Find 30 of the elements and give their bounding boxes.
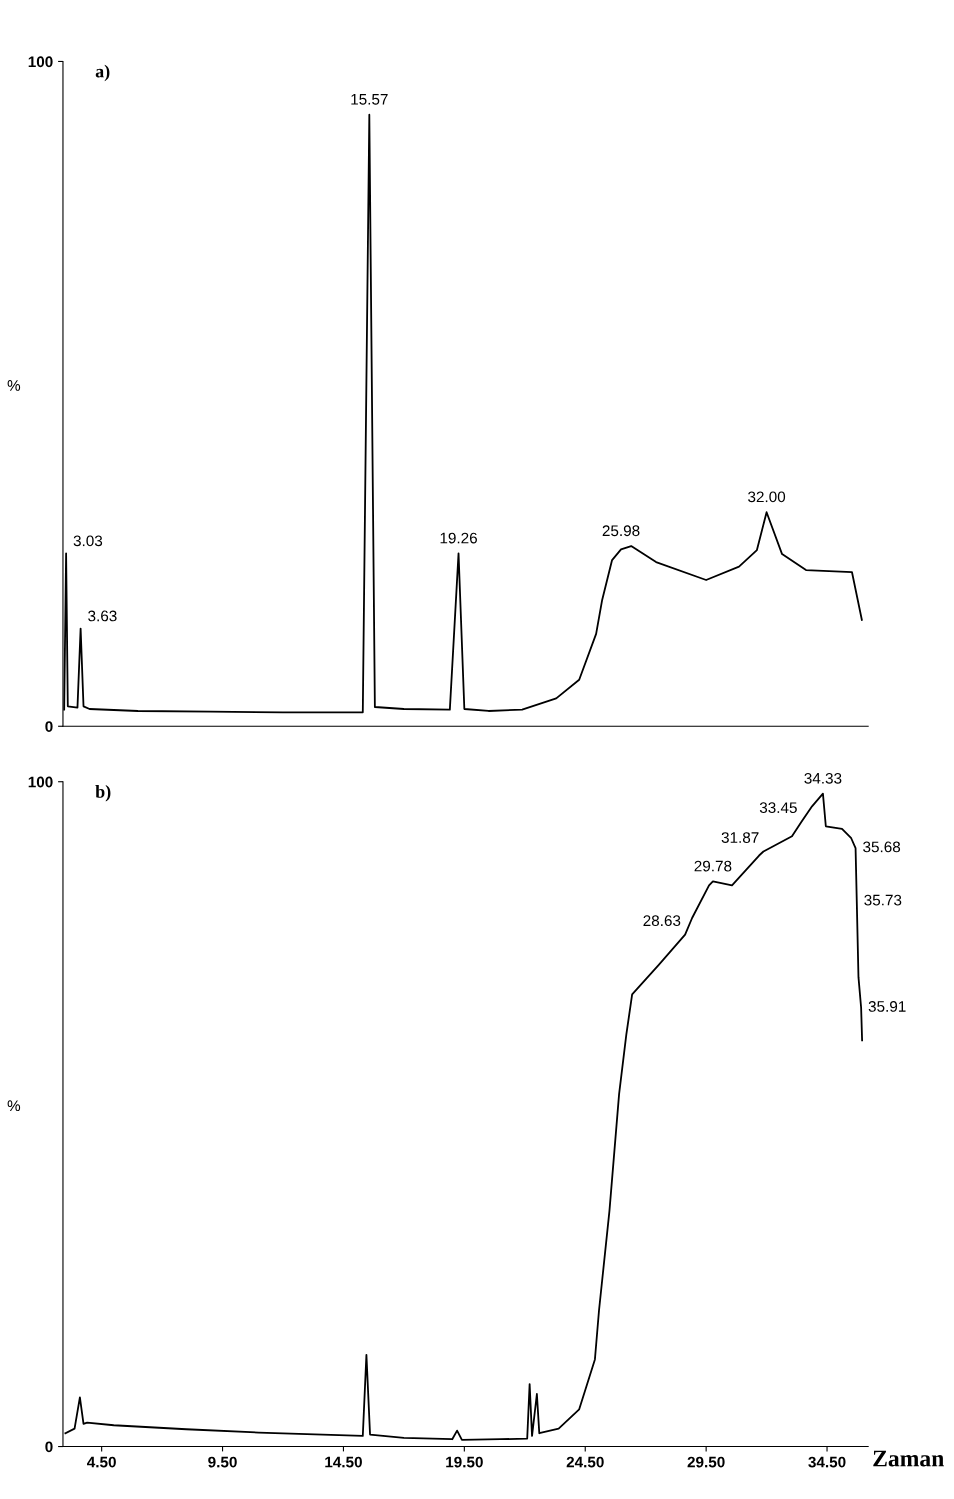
x-axis-title: Zaman (873, 1450, 944, 1467)
annotation: 19.26 (440, 532, 477, 544)
x-tick-label: 24.50 (566, 1456, 604, 1468)
annotation: 29.78 (694, 860, 732, 872)
annotation: 25.98 (602, 525, 640, 537)
annotation: 35.73 (864, 894, 902, 906)
y-tick-label: 0 (45, 1441, 53, 1453)
x-tick-label: 4.50 (87, 1456, 116, 1468)
chart-title: a) (95, 64, 110, 82)
annotation: 3.03 (73, 535, 103, 547)
annotation: 32.00 (748, 491, 786, 503)
y-tick-label: 100 (28, 776, 53, 788)
annotation: 3.63 (88, 610, 117, 622)
x-tick-label: 19.50 (446, 1456, 483, 1468)
chart-title: b) (95, 785, 111, 802)
annotation: 31.87 (721, 832, 759, 843)
annotation: 35.68 (863, 841, 901, 853)
x-tick-label: 34.50 (808, 1456, 846, 1468)
annotation: 34.33 (804, 772, 842, 784)
y-tick-label: 100 (28, 56, 53, 68)
x-tick-label: 14.50 (325, 1456, 362, 1468)
annotation: 15.57 (351, 94, 388, 105)
y-axis-title: % (7, 1100, 21, 1112)
x-tick-label: 29.50 (687, 1456, 725, 1468)
y-axis-title: % (7, 380, 21, 391)
annotation: 35.91 (868, 1001, 906, 1012)
annotation: 28.63 (643, 915, 681, 927)
annotation: 33.45 (759, 802, 797, 814)
y-tick-label: 0 (45, 721, 53, 732)
x-tick-label: 9.50 (208, 1456, 237, 1468)
